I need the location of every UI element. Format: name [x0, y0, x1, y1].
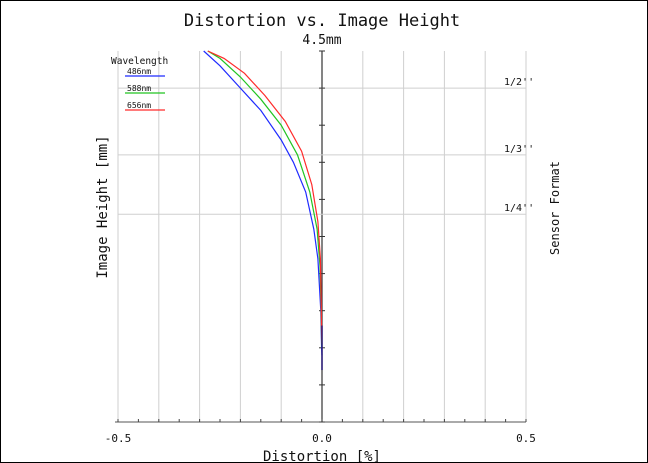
x-tick-label: -0.5	[105, 432, 132, 445]
x-tick-label: 0.0	[312, 432, 332, 445]
x-tick-label: 0.5	[516, 432, 536, 445]
sensor-format-label-2: 1/3''	[504, 144, 534, 155]
legend-label-486nm: 486nm	[127, 67, 151, 76]
sensor-format-label-3: 1/4''	[504, 203, 534, 214]
series-line-656nm	[207, 50, 323, 345]
x-axis-label: Distortion [%]	[263, 449, 381, 462]
series-line-486nm	[203, 50, 323, 356]
legend-title: Wavelength	[111, 56, 168, 67]
legend-label-656nm: 656nm	[127, 101, 151, 110]
legend-label-588nm: 588nm	[127, 84, 151, 93]
right-axis-label: Sensor Format	[548, 161, 562, 255]
chart-subtitle: 4.5mm	[302, 33, 341, 48]
chart-title: Distortion vs. Image Height	[184, 11, 460, 31]
sensor-format-label-1: 1/2''	[504, 77, 534, 88]
y-axis-label: Image Height [mm]	[95, 135, 111, 278]
